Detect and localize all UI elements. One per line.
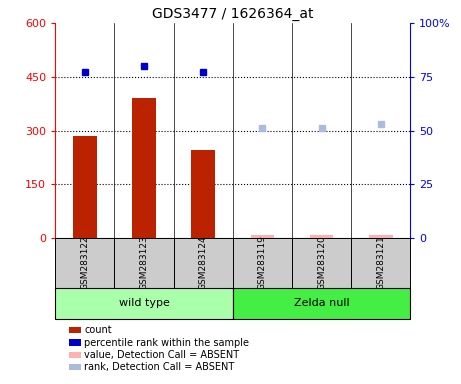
Bar bbox=[114, 238, 174, 288]
Text: GSM283124: GSM283124 bbox=[199, 236, 208, 290]
Bar bbox=[55, 288, 233, 319]
Bar bbox=[233, 238, 292, 288]
Bar bbox=[174, 238, 233, 288]
Bar bbox=[251, 235, 274, 238]
Text: rank, Detection Call = ABSENT: rank, Detection Call = ABSENT bbox=[84, 362, 235, 372]
Bar bbox=[191, 150, 215, 238]
Text: GSM283120: GSM283120 bbox=[317, 236, 326, 290]
Text: percentile rank within the sample: percentile rank within the sample bbox=[84, 338, 249, 348]
Text: count: count bbox=[84, 325, 112, 335]
Bar bbox=[132, 98, 156, 238]
Bar bbox=[73, 136, 97, 238]
Text: GSM283119: GSM283119 bbox=[258, 236, 267, 290]
Bar bbox=[233, 288, 410, 319]
Text: Zelda null: Zelda null bbox=[294, 298, 349, 308]
Text: wild type: wild type bbox=[118, 298, 170, 308]
Bar bbox=[369, 235, 392, 238]
Bar bbox=[310, 235, 333, 238]
Bar bbox=[292, 238, 351, 288]
Bar bbox=[55, 238, 114, 288]
Text: GSM283123: GSM283123 bbox=[140, 236, 148, 290]
Bar bbox=[351, 238, 410, 288]
Text: value, Detection Call = ABSENT: value, Detection Call = ABSENT bbox=[84, 350, 239, 360]
Text: GSM283121: GSM283121 bbox=[376, 236, 385, 290]
Title: GDS3477 / 1626364_at: GDS3477 / 1626364_at bbox=[152, 7, 313, 21]
Text: GSM283122: GSM283122 bbox=[80, 236, 89, 290]
